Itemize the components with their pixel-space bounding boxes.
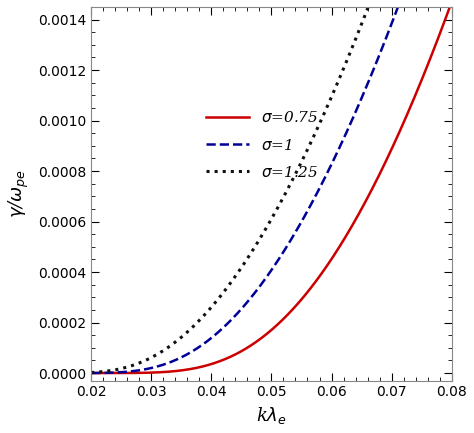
Y-axis label: $\gamma$/$\omega_{pe}$: $\gamma$/$\omega_{pe}$ <box>7 169 31 218</box>
X-axis label: k$\lambda_e$: k$\lambda_e$ <box>256 405 287 426</box>
Legend: $\sigma$=0.75, $\sigma$=1, $\sigma$=1.25: $\sigma$=0.75, $\sigma$=1, $\sigma$=1.25 <box>200 104 325 186</box>
